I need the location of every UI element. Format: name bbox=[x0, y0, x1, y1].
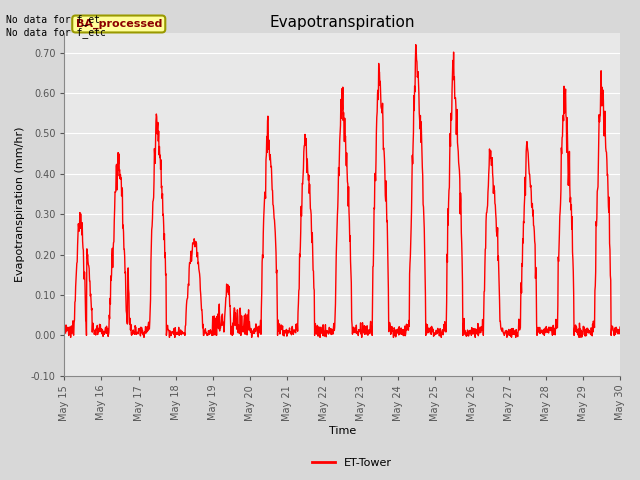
Y-axis label: Evapotranspiration (mm/hr): Evapotranspiration (mm/hr) bbox=[15, 126, 25, 282]
Text: BA_processed: BA_processed bbox=[76, 19, 162, 29]
Title: Evapotranspiration: Evapotranspiration bbox=[269, 15, 415, 30]
Text: No data for f_et
No data for f_etc: No data for f_et No data for f_etc bbox=[6, 14, 106, 38]
Legend: ET-Tower: ET-Tower bbox=[308, 453, 396, 472]
X-axis label: Time: Time bbox=[328, 426, 356, 436]
